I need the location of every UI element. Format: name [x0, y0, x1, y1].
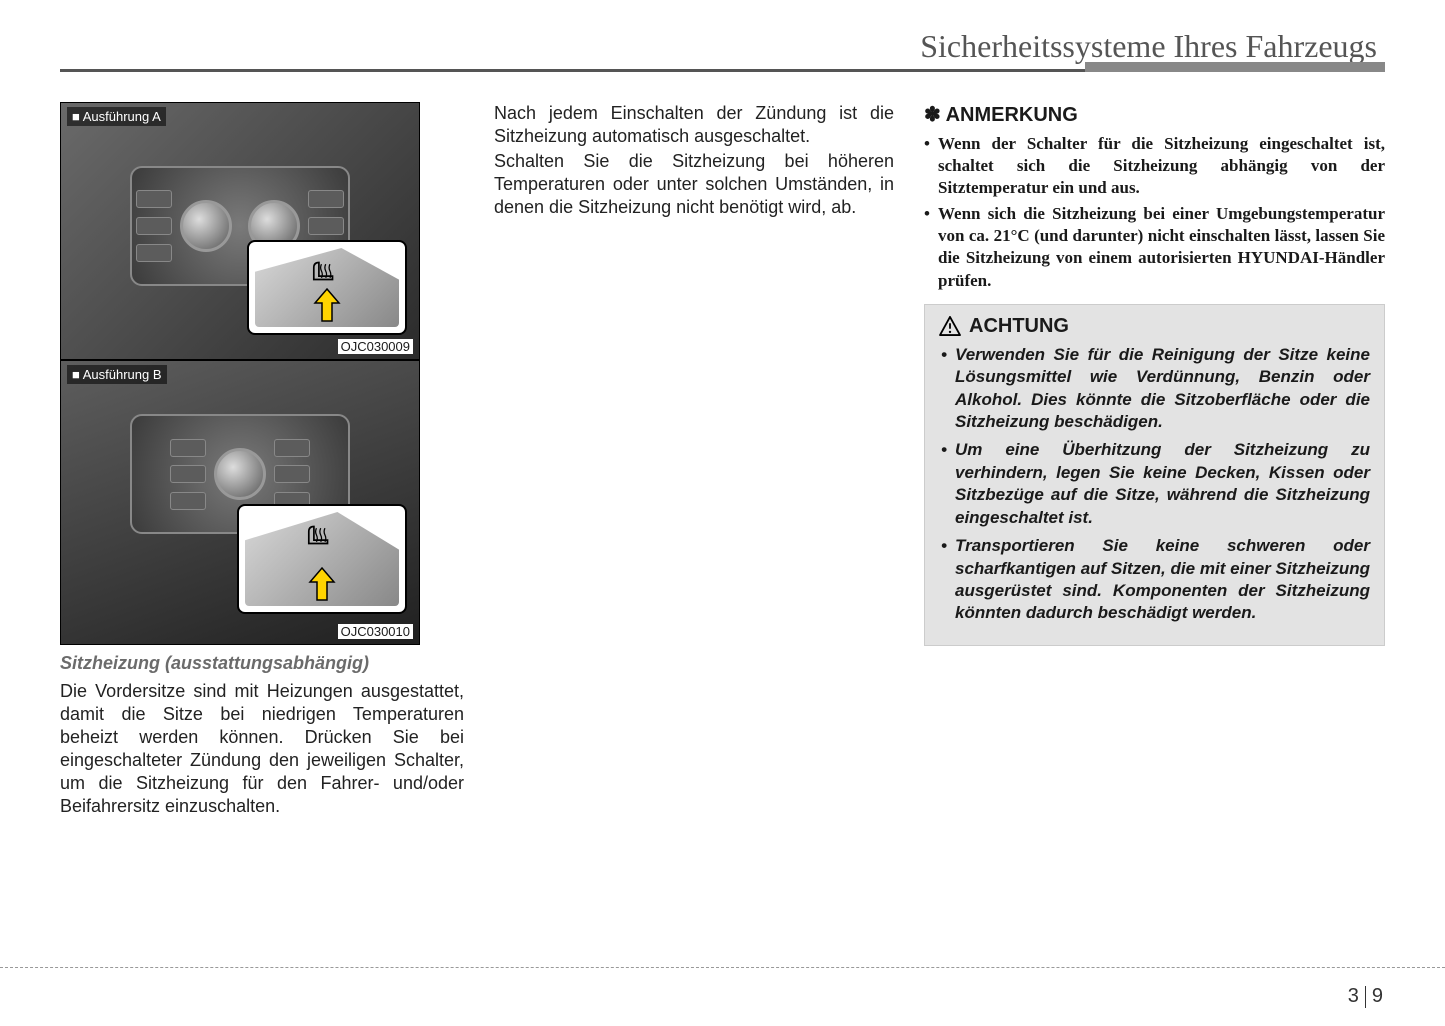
asterisk-icon: ✽ [924, 104, 946, 126]
note-item: Wenn sich die Sitzheizung bei einer Umge… [924, 203, 1385, 291]
figure-b-callout [237, 504, 407, 614]
caution-title-text: ACHTUNG [969, 315, 1069, 338]
left-paragraph-1: Die Vordersitze sind mit Heizungen ausge… [60, 680, 464, 818]
section-subheading: Sitzheizung (ausstattungsabhängig) [60, 653, 464, 674]
page-number: 9 [1372, 985, 1383, 1008]
note-heading: ✽ ANMERKUNG [924, 102, 1385, 127]
column-middle: Nach jedem Einschalten der Zündung ist d… [494, 102, 894, 820]
up-arrow-icon [306, 566, 338, 602]
page-header-title: Sicherheitssysteme Ihres Fahrzeugs [60, 28, 1385, 65]
page-footer: 3 9 [1348, 985, 1383, 1008]
caution-item: Transportieren Sie keine sch­weren oder … [939, 535, 1370, 625]
caution-box: ACHTUNG Verwenden Sie für die Reinigung … [924, 304, 1385, 646]
mid-paragraph-1: Nach jedem Einschalten der Zündung ist d… [494, 102, 894, 148]
header-accent-bar [1085, 62, 1385, 72]
column-left: ■ Ausführung A OJC [60, 102, 464, 820]
left-body-text: Die Vordersitze sind mit Heizungen ausge… [60, 680, 464, 818]
manual-page: Sicherheitssysteme Ihres Fahrzeugs ■ Aus… [0, 0, 1445, 1026]
caution-heading: ACHTUNG [939, 315, 1370, 338]
mid-body-text: Nach jedem Einschalten der Zündung ist d… [494, 102, 894, 219]
figure-b: ■ Ausführung B OJC030010 [60, 360, 420, 645]
chapter-number: 3 [1348, 985, 1359, 1008]
figure-a-label: ■ Ausführung A [67, 107, 166, 126]
caution-list: Verwenden Sie für die Reinigung der Sitz… [939, 344, 1370, 625]
column-right: ✽ ANMERKUNG Wenn der Schalter für die Si… [924, 102, 1385, 820]
caution-item: Um eine Überhitzung der Sitz­heizung zu … [939, 439, 1370, 529]
crop-marks [0, 967, 1445, 968]
note-list: Wenn der Schalter für die Sitzheizung ei… [924, 133, 1385, 292]
figure-b-code: OJC030010 [338, 624, 413, 639]
heated-seat-icon [307, 254, 341, 288]
footer-divider [1365, 986, 1366, 1008]
up-arrow-icon [311, 287, 343, 323]
note-title-text: ANMERKUNG [946, 104, 1078, 126]
content-columns: ■ Ausführung A OJC [60, 102, 1385, 820]
figure-a: ■ Ausführung A OJC [60, 102, 420, 360]
caution-item: Verwenden Sie für die Reinigung der Sitz… [939, 344, 1370, 434]
figure-a-code: OJC030009 [338, 339, 413, 354]
heated-seat-icon [302, 518, 336, 552]
page-header: Sicherheitssysteme Ihres Fahrzeugs [60, 28, 1385, 72]
note-item: Wenn der Schalter für die Sitzheizung ei… [924, 133, 1385, 199]
figure-b-label: ■ Ausführung B [67, 365, 167, 384]
figure-a-callout [247, 240, 407, 335]
mid-paragraph-2: Schalten Sie die Sitzheizung bei höheren… [494, 150, 894, 219]
warning-triangle-icon [939, 316, 961, 336]
